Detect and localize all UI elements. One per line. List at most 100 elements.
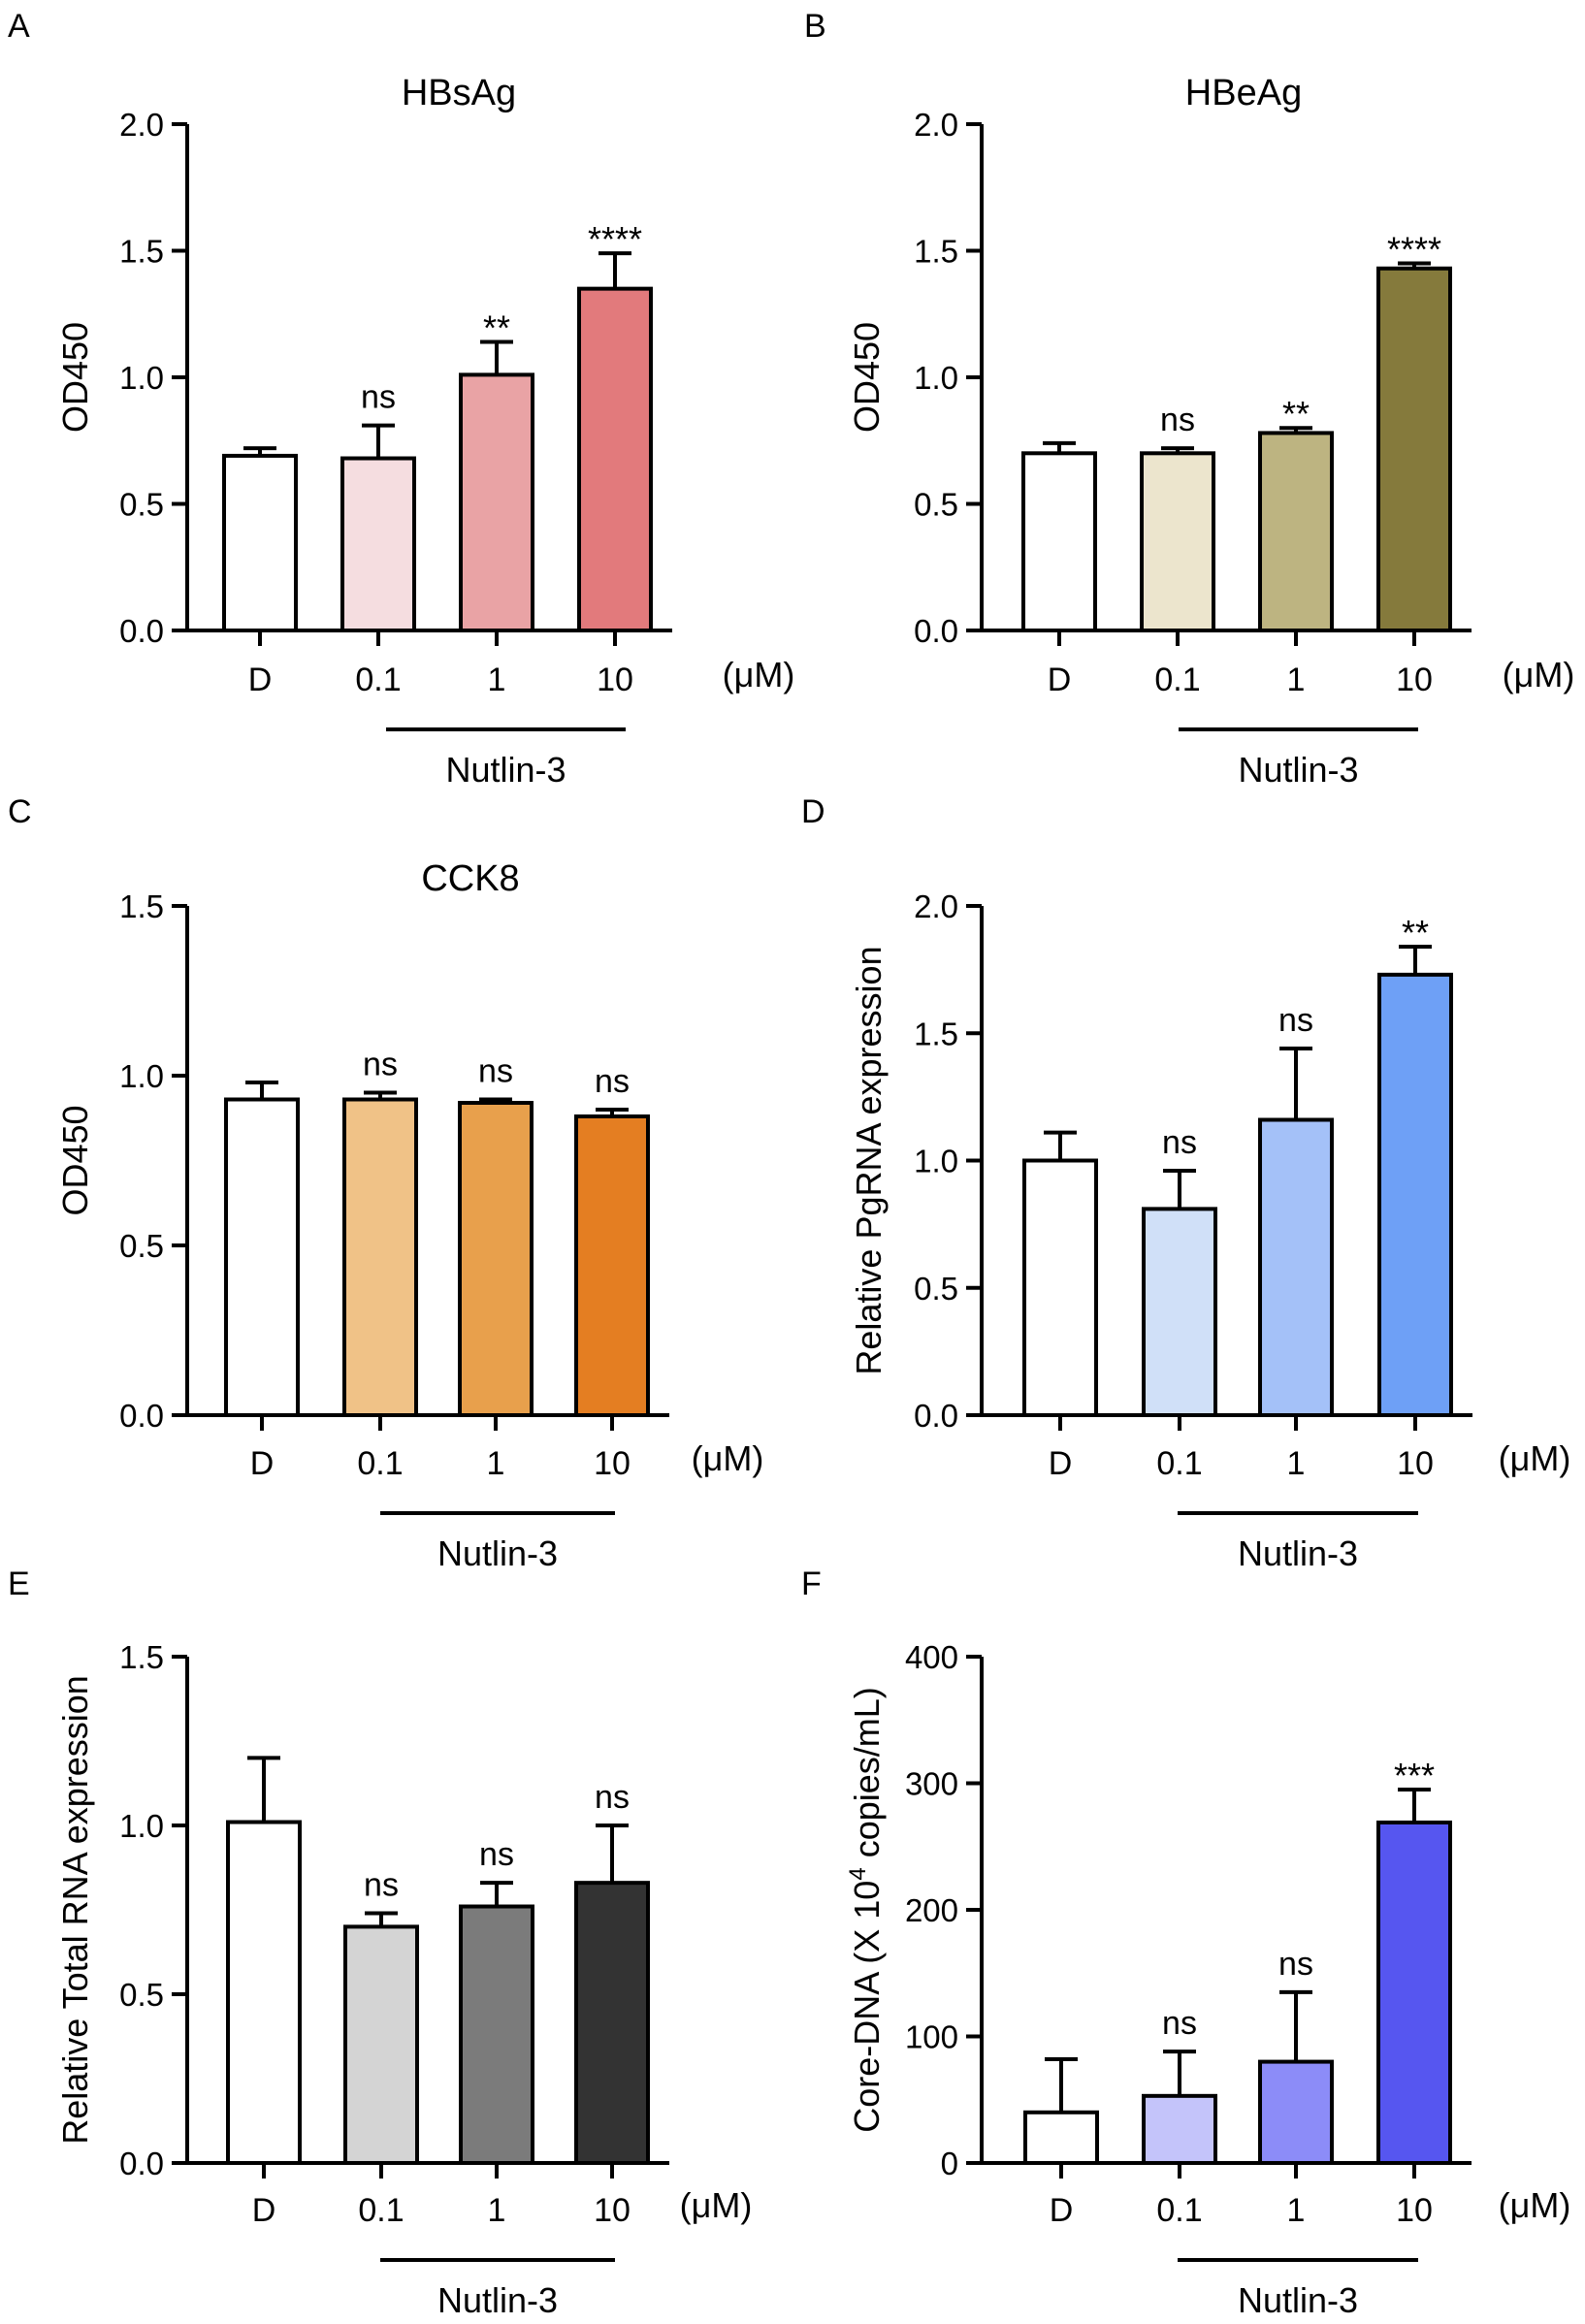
bar-D [226,1820,302,2166]
group-label: Nutlin-3 [437,2280,558,2320]
panel-b: B HBeAg 0.0 0.5 1.0 1.5 2.0 Dns 0.1 ** 1 **** 10 (μM)… [804,8,1574,790]
x-tick-label: D [1048,662,1072,698]
x-tick-label: 1 [1287,662,1306,698]
unit-label: (μM) [692,1438,764,1478]
x-tick-label: 10 [1396,662,1433,698]
unit-label: (μM) [723,655,795,694]
significance-label: ns [478,1053,513,1090]
significance-label: ns [1278,1002,1313,1039]
chart-title: HBsAg [402,73,516,113]
y-axis-label: OD450 [55,1105,95,1215]
bar-10 [574,1114,650,1417]
bar-D [1022,1158,1098,1417]
x-tick-label: 1 [487,1445,505,1482]
y-axis-label: OD450 [847,322,887,433]
bar-1 [458,1101,534,1417]
bar-D [224,1097,300,1417]
y-tick-label: 0.5 [119,487,164,523]
y-tick-label: 0.5 [914,1271,958,1307]
significance-label: ** [483,307,510,347]
x-tick-label: 1 [488,2192,506,2229]
bar-0.1 [343,1924,419,2166]
x-tick-label: 0.1 [358,2192,404,2229]
chart-title: HBeAg [1185,73,1302,113]
significance-label: ns [1160,402,1195,438]
y-tick-label: 0.0 [914,1398,958,1434]
y-tick-label: 2.0 [119,107,164,143]
y-tick-label: 1.5 [914,1016,958,1051]
unit-label: (μM) [1503,655,1575,694]
group-label: Nutlin-3 [437,1533,558,1573]
bar-10 [574,1881,650,2166]
y-tick-label: 1.0 [914,1144,958,1179]
y-tick-label: 0.5 [119,1977,164,2013]
significance-label: ns [364,1866,399,1903]
y-axis-label: Relative PgRNA expression [849,946,889,1374]
significance-label: ns [1162,2005,1197,2042]
panel-letter: C [8,793,32,830]
y-tick-label: 0.0 [914,613,958,649]
significance-label: ** [1402,913,1429,952]
y-tick-label: 0 [941,2146,958,2181]
x-tick-label: 1 [488,662,506,698]
x-tick-label: D [1050,2192,1074,2229]
y-tick-label: 0.0 [119,2146,164,2181]
panel-letter: A [8,8,30,45]
panel-letter: F [801,1565,822,1602]
y-axis-label: Core-DNA (X 104 copies/mL) [845,1687,887,2133]
y-tick-label: 200 [905,1892,958,1928]
significance-label: ns [1162,1124,1197,1161]
y-tick-label: 400 [905,1639,958,1675]
panel-d: D 0.0 0.5 1.0 1.5 2.0 Dns 0.1 ns 1 ** 10 (μM) Nutlin-… [801,793,1570,1573]
panel-c: C CCK8 0.0 0.5 1.0 1.5 Dns 0.1 ns 1 ns 10 (μM) Nutlin… [8,793,763,1573]
group-label: Nutlin-3 [445,750,566,790]
x-tick-label: 0.1 [1156,2192,1202,2229]
y-tick-label: 2.0 [914,888,958,924]
x-tick-label: D [248,662,273,698]
x-tick-label: 10 [597,662,633,698]
panel-e: E 0.0 0.5 1.0 1.5 Dns 0.1 ns 1 ns 10 (μM) Nutlin-3 Re… [8,1565,752,2320]
bar-10 [577,286,653,632]
bar-D [1021,451,1097,632]
x-tick-label: 1 [1287,2192,1306,2229]
bar-0.1 [1142,1207,1217,1417]
x-tick-label: 1 [1287,1445,1306,1482]
y-tick-label: 1.5 [119,1639,164,1675]
x-tick-label: D [1049,1445,1073,1482]
y-tick-label: 0.0 [119,1398,164,1434]
panel-f: F 0 100 200 300 400 Dns 0.1 ns 1 *** 10 (μM) Nutlin-3… [801,1565,1570,2320]
y-tick-label: 1.0 [119,360,164,396]
y-tick-label: 1.0 [119,1058,164,1094]
bar-0.1 [1140,451,1215,632]
bar-1 [1258,1117,1334,1417]
significance-label: ns [363,1047,398,1083]
panel-letter: B [804,8,826,45]
significance-label: ns [595,1063,630,1100]
y-tick-label: 1.5 [119,234,164,270]
bar-1 [459,1904,534,2166]
group-label: Nutlin-3 [1238,1533,1358,1573]
y-tick-label: 1.5 [914,234,958,270]
x-tick-label: 10 [1397,1445,1434,1482]
x-tick-label: D [250,1445,275,1482]
bar-10 [1376,266,1452,632]
bar-1 [1258,431,1334,633]
bar-0.1 [342,1097,418,1417]
significance-label: **** [1387,230,1441,270]
bar-10 [1376,1820,1452,2165]
panel-letter: E [8,1565,30,1602]
y-axis-label: OD450 [55,322,95,433]
panel-letter: D [801,793,825,830]
y-tick-label: 2.0 [914,107,958,143]
group-label: Nutlin-3 [1238,750,1358,790]
y-tick-label: 300 [905,1766,958,1802]
y-tick-label: 1.0 [119,1808,164,1844]
group-label: Nutlin-3 [1238,2280,1358,2320]
panel-a: A HBsAg 0.0 0.5 1.0 1.5 2.0 Dns 0.1 ** 1 **** 10 (μM)… [8,8,794,790]
significance-label: ns [595,1779,630,1816]
x-tick-label: 10 [594,1445,631,1482]
significance-label: ns [1278,1946,1313,1983]
significance-label: *** [1394,1756,1435,1795]
x-tick-label: 10 [1396,2192,1433,2229]
x-tick-label: 0.1 [355,662,401,698]
